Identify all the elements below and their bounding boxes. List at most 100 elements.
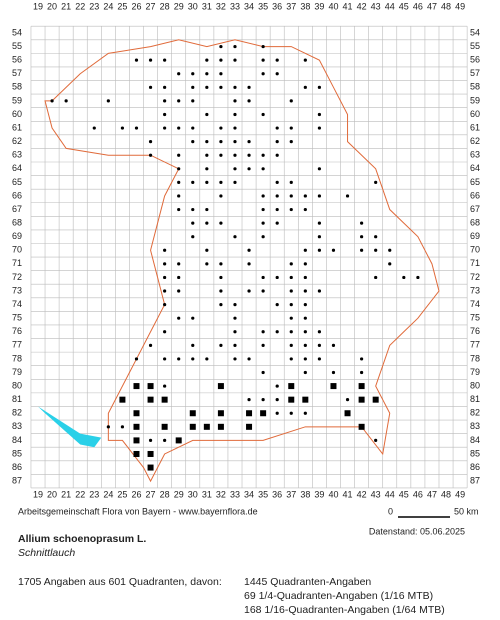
record [191, 316, 195, 320]
column-label: 27 [146, 489, 156, 499]
record [261, 235, 265, 239]
record [345, 194, 350, 198]
record [372, 396, 379, 403]
record [177, 357, 181, 361]
scale-start: 0 [388, 506, 393, 516]
column-label: 39 [314, 489, 324, 499]
record [163, 275, 167, 280]
column-label: 36 [272, 489, 282, 499]
credit: Arbeitsgemeinschaft Flora von Bayern - w… [18, 506, 258, 516]
record [191, 207, 195, 212]
record [134, 126, 139, 130]
record [148, 58, 153, 62]
row-label: 63 [470, 150, 480, 160]
row-label: 61 [470, 122, 480, 132]
record [177, 126, 181, 130]
record [134, 58, 139, 62]
record [317, 194, 321, 198]
row-label: 62 [12, 136, 22, 146]
row-label: 75 [470, 313, 480, 323]
row-label: 86 [12, 462, 22, 472]
row-label: 67 [470, 204, 480, 214]
row-label: 85 [12, 448, 22, 458]
record [247, 289, 251, 293]
record [191, 180, 195, 184]
column-label: 24 [103, 1, 113, 11]
record [261, 72, 265, 76]
record [288, 396, 295, 403]
column-label: 48 [441, 1, 451, 11]
column-label: 34 [244, 489, 254, 499]
record [402, 275, 406, 280]
record [219, 289, 223, 293]
record [288, 383, 295, 390]
record [163, 58, 167, 62]
row-label: 55 [12, 41, 22, 51]
row-label: 67 [12, 204, 22, 214]
row-label: 55 [470, 41, 480, 51]
record [275, 330, 279, 334]
record [233, 58, 237, 62]
record [289, 140, 293, 144]
record [163, 384, 167, 388]
column-label: 26 [131, 489, 141, 499]
column-label: 29 [174, 489, 184, 499]
row-label: 69 [470, 231, 480, 241]
record [163, 357, 167, 361]
record [289, 194, 293, 198]
record [261, 194, 265, 198]
record [261, 221, 265, 225]
record [247, 398, 251, 402]
record [177, 316, 181, 320]
record [289, 343, 293, 347]
record [246, 423, 253, 430]
column-label: 33 [230, 1, 240, 11]
record [191, 343, 195, 347]
column-label: 40 [328, 1, 338, 11]
record [205, 140, 209, 144]
record [219, 126, 223, 130]
row-label: 65 [470, 177, 480, 187]
record [147, 464, 154, 471]
record [275, 72, 279, 76]
column-label: 27 [146, 1, 156, 11]
column-label: 41 [343, 489, 353, 499]
record [191, 85, 195, 89]
row-label: 79 [12, 367, 22, 377]
record [289, 207, 293, 212]
row-label: 61 [12, 122, 22, 132]
record [177, 72, 181, 76]
column-label: 29 [174, 1, 184, 11]
record [219, 194, 223, 198]
record [205, 112, 209, 117]
row-label: 74 [470, 299, 480, 309]
record [303, 248, 307, 252]
row-label: 54 [12, 27, 22, 37]
row-label: 56 [470, 55, 480, 65]
record [148, 153, 153, 157]
record [261, 44, 265, 49]
record [205, 221, 209, 225]
row-label: 80 [470, 380, 480, 390]
row-label: 66 [470, 190, 480, 200]
record [261, 370, 265, 375]
row-label: 57 [12, 68, 22, 78]
record [303, 262, 307, 266]
row-label: 75 [12, 313, 22, 323]
record [205, 180, 209, 184]
record [331, 343, 336, 347]
column-label: 30 [188, 489, 198, 499]
record [163, 438, 167, 442]
scale-end: 50 km [454, 506, 479, 516]
record [205, 153, 209, 157]
record [360, 357, 364, 361]
record [219, 262, 223, 266]
column-label: 45 [399, 1, 409, 11]
record [205, 357, 209, 361]
row-label: 60 [470, 109, 480, 119]
record [189, 410, 196, 417]
row-label: 68 [12, 217, 22, 227]
row-label: 73 [470, 285, 480, 295]
row-label: 84 [12, 435, 22, 445]
column-label: 26 [131, 1, 141, 11]
